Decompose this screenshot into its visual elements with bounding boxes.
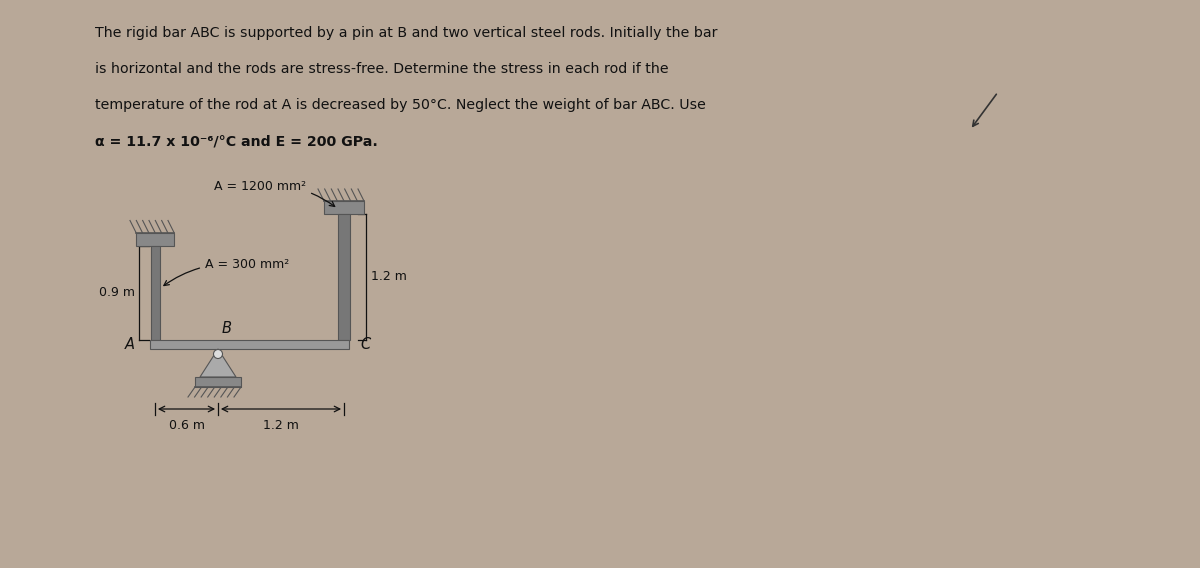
Bar [150, 340, 349, 349]
Bar [196, 377, 241, 387]
Text: C: C [360, 337, 371, 352]
Text: 1.2 m: 1.2 m [263, 419, 299, 432]
Text: 1.2 m: 1.2 m [371, 270, 407, 283]
Bar [338, 214, 350, 340]
Bar [324, 201, 364, 214]
Text: 0.9 m: 0.9 m [98, 286, 134, 299]
Text: is horizontal and the rods are stress-free. Determine the stress in each rod if : is horizontal and the rods are stress-fr… [95, 62, 668, 76]
Text: A = 1200 mm²: A = 1200 mm² [214, 179, 335, 206]
Circle shape [214, 349, 222, 358]
Text: α = 11.7 x 10⁻⁶/°C and E = 200 GPa.: α = 11.7 x 10⁻⁶/°C and E = 200 GPa. [95, 134, 378, 148]
Text: The rigid bar ABC is supported by a pin at B and two vertical steel rods. Initia: The rigid bar ABC is supported by a pin … [95, 26, 718, 40]
Text: B: B [222, 321, 232, 336]
Text: A: A [125, 337, 134, 352]
Text: temperature of the rod at A is decreased by 50°C. Neglect the weight of bar ABC.: temperature of the rod at A is decreased… [95, 98, 706, 112]
Polygon shape [200, 349, 236, 377]
Bar [136, 232, 174, 245]
Text: 0.6 m: 0.6 m [168, 419, 204, 432]
Bar [150, 245, 160, 340]
Text: A = 300 mm²: A = 300 mm² [164, 258, 289, 286]
